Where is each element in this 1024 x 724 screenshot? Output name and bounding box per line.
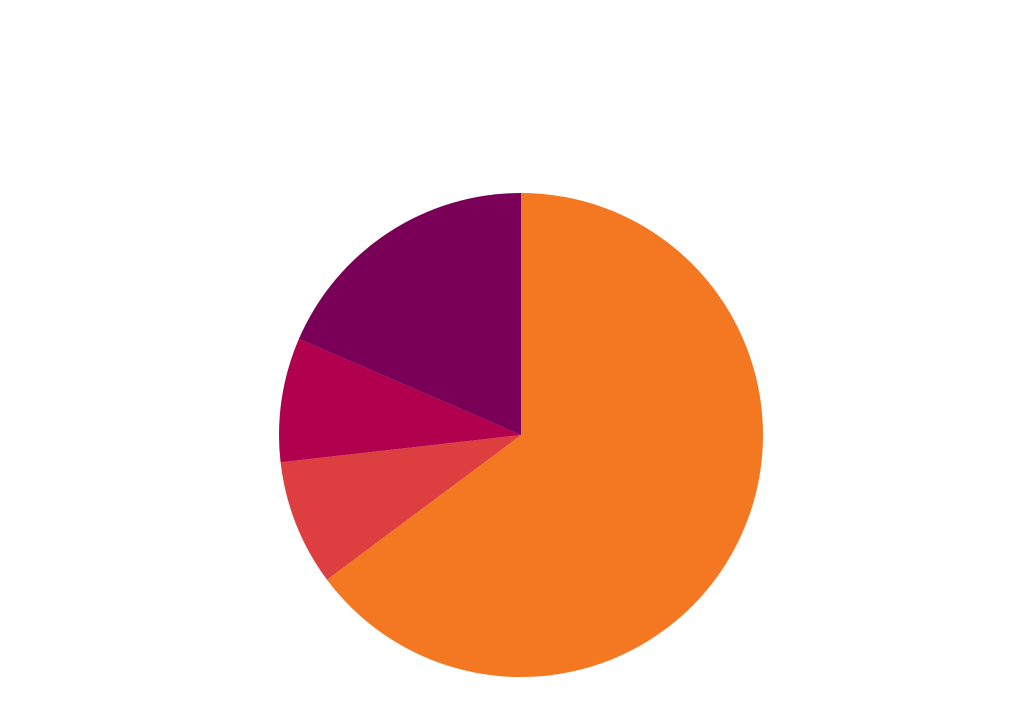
pie-slice-3 xyxy=(279,338,521,463)
pie-slice-4 xyxy=(298,193,521,435)
pie-slices xyxy=(279,192,764,677)
pie-slice-1 xyxy=(327,192,764,677)
pie-slice-2 xyxy=(280,435,521,580)
